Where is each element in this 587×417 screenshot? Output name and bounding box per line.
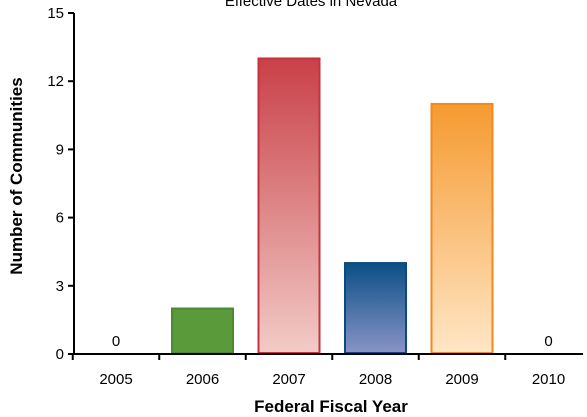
- x-tick-label-2010: 2010: [532, 371, 565, 388]
- y-tick-label: 3: [56, 278, 64, 295]
- bars: [171, 57, 494, 355]
- y-tick-label: 12: [47, 73, 64, 90]
- x-tick-label-2008: 2008: [359, 371, 392, 388]
- y-tick-label: 15: [47, 5, 64, 22]
- bar-2008: [344, 262, 407, 355]
- value-label-2010: 0: [544, 333, 552, 350]
- x-tick-label-2007: 2007: [272, 371, 305, 388]
- bar-2006: [171, 307, 234, 354]
- x-tick-label-2005: 2005: [99, 371, 132, 388]
- y-tick-label: 0: [56, 346, 64, 363]
- x-axis-title: Federal Fiscal Year: [254, 397, 408, 416]
- value-label-2005: 0: [112, 333, 120, 350]
- x-tick-label-2006: 2006: [186, 371, 219, 388]
- y-axis-ticks: 0 3 6 9 12 15: [47, 5, 74, 363]
- y-axis-title: Number of Communities: [7, 77, 26, 274]
- bar-2007: [257, 57, 321, 354]
- y-tick-label: 6: [56, 210, 64, 227]
- bar-2009: [430, 102, 494, 354]
- x-tick-label-2009: 2009: [445, 371, 478, 388]
- y-tick-label: 9: [56, 141, 64, 158]
- chart-title: Effective Dates in Nevada: [225, 0, 398, 10]
- x-axis-labels: 2005 2006 2007 2008 2009 2010: [71, 354, 565, 388]
